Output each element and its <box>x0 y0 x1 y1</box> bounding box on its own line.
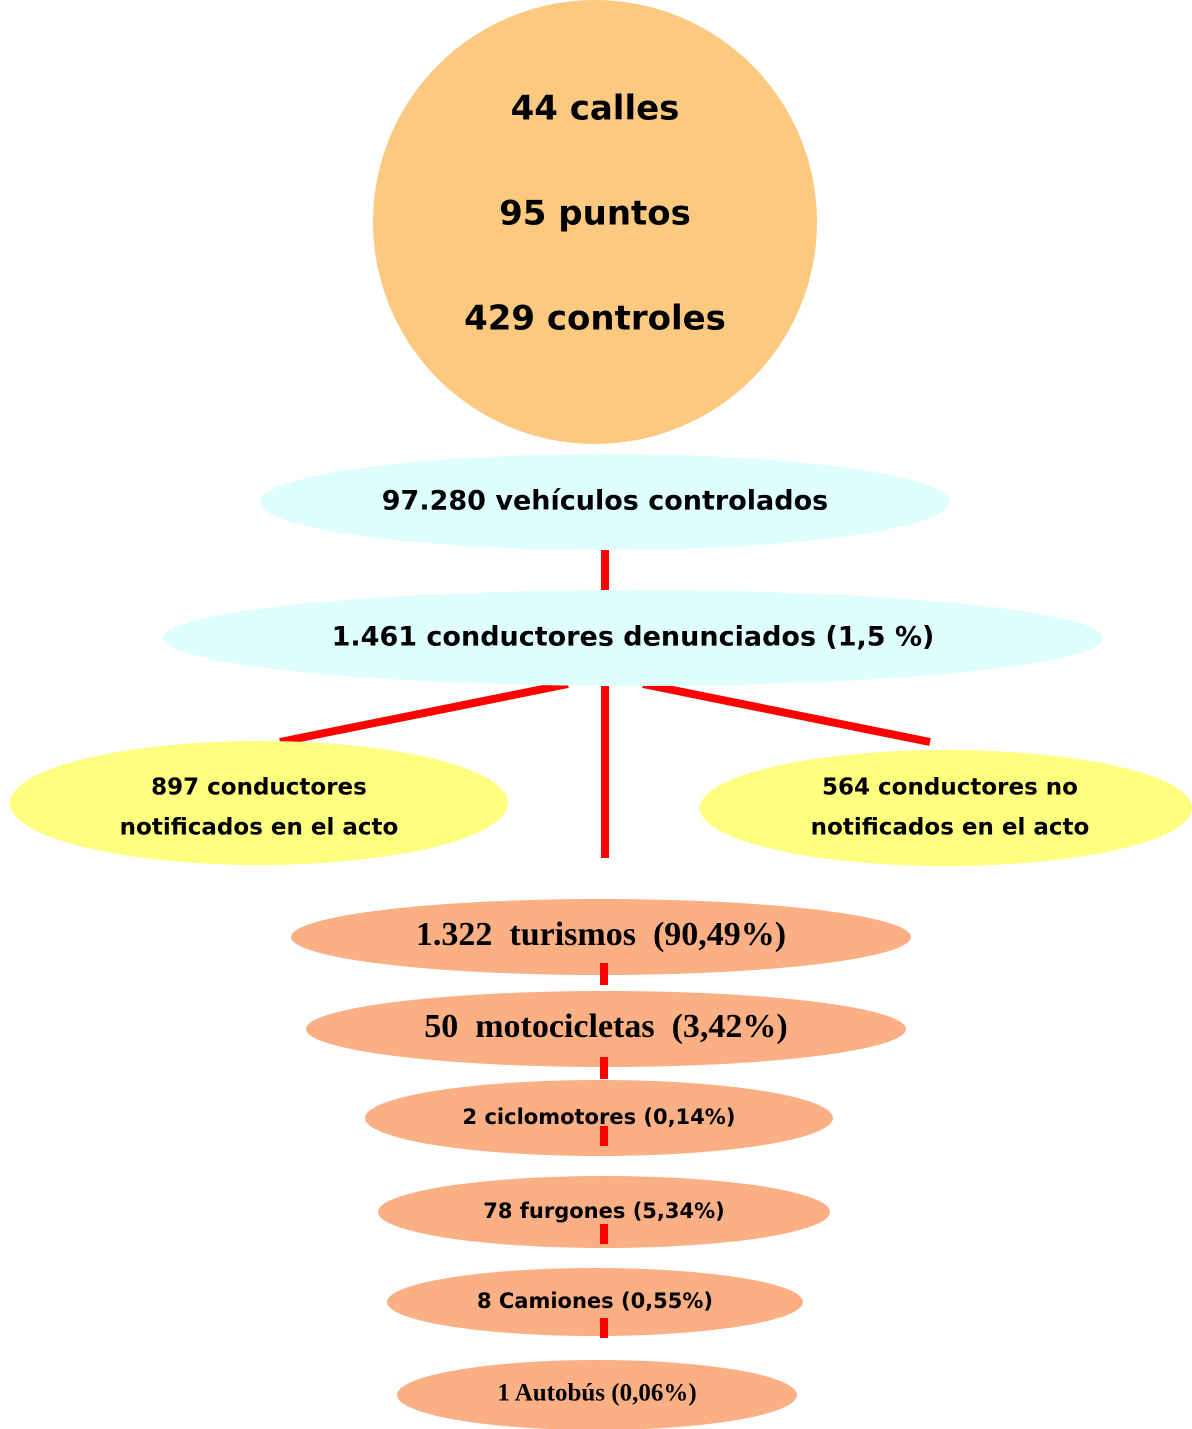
vehicle-label: 50 motocicletas (3,42%) <box>424 1008 788 1045</box>
vehicle-node <box>306 991 906 1067</box>
vehicle-node <box>291 899 911 975</box>
summary-circle <box>373 0 817 444</box>
vehicle-node <box>378 1176 830 1248</box>
vehicle-label: 8 Camiones (0,55%) <box>477 1289 713 1313</box>
vehicle-label: 2 ciclomotores (0,14%) <box>463 1105 736 1129</box>
vehicle-node <box>387 1268 803 1336</box>
not-notified-node <box>700 750 1192 866</box>
controlled-node <box>260 454 950 550</box>
not-notified-label: 564 conductores no <box>822 775 1078 801</box>
not-notified-label: notificados en el acto <box>811 815 1090 841</box>
vehicle-node <box>365 1080 833 1156</box>
connector <box>279 680 569 746</box>
vehicle-node <box>397 1360 797 1429</box>
controlled-label: 97.280 vehículos controlados <box>382 486 828 517</box>
notified-label: notificados en el acto <box>120 815 399 841</box>
vehicle-label: 78 furgones (5,34%) <box>483 1199 725 1223</box>
denounced-node <box>163 590 1103 686</box>
vehicle-label: 1 Autobús (0,06%) <box>497 1380 696 1407</box>
notified-label: 897 conductores <box>151 775 367 801</box>
connector <box>642 680 931 746</box>
denounced-label: 1.461 conductores denunciados (1,5 %) <box>332 622 935 653</box>
notified-node <box>10 741 508 865</box>
summary-line: 429 controles <box>464 299 726 339</box>
vehicle-label: 1.322 turismos (90,49%) <box>416 916 786 953</box>
summary-line: 44 calles <box>511 89 680 129</box>
summary-line: 95 puntos <box>499 194 691 234</box>
